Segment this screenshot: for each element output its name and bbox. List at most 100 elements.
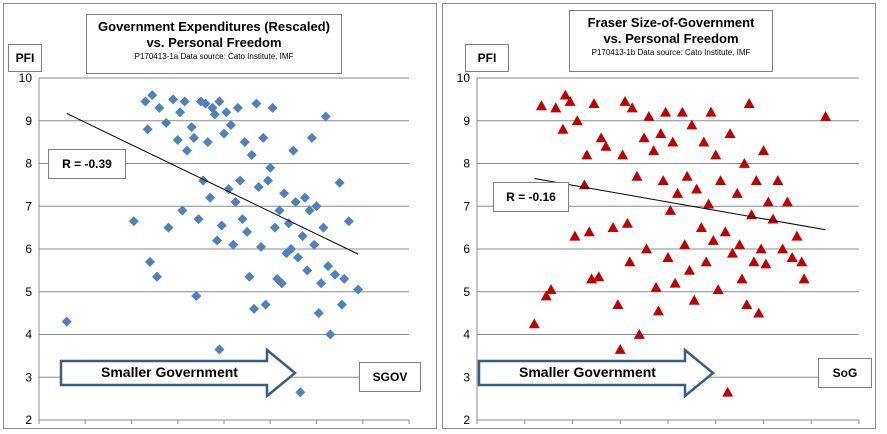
chart-title-box-left: Government Expenditures (Rescaled) vs. P…: [86, 14, 342, 74]
chart-source-note: P170413-1a Data source: Cato Institute, …: [134, 52, 294, 61]
data-point: [299, 192, 310, 203]
data-point: [223, 184, 234, 195]
data-point: [230, 196, 241, 207]
correlation-annotation: R = -0.16: [506, 190, 556, 204]
data-point: [297, 231, 308, 242]
data-point: [700, 256, 712, 267]
data-point: [631, 170, 643, 181]
data-point: [681, 170, 693, 181]
chart-title: Government Expenditures (Rescaled): [98, 19, 330, 34]
data-point: [309, 239, 320, 250]
data-point: [755, 243, 767, 254]
data-point: [660, 106, 672, 117]
data-point: [320, 111, 331, 122]
data-point: [588, 98, 600, 109]
data-point: [724, 128, 736, 138]
data-point: [698, 136, 710, 147]
data-point: [175, 107, 186, 118]
correlation-annotation-box: R = -0.39: [48, 149, 126, 179]
data-point: [662, 252, 674, 262]
y-tick-label: 3: [25, 370, 32, 384]
data-point: [186, 122, 197, 133]
data-point: [256, 241, 266, 252]
data-point: [258, 132, 269, 143]
y-tick-label: 7: [25, 199, 32, 213]
data-point: [151, 271, 162, 282]
data-point: [705, 106, 717, 117]
data-point: [214, 344, 225, 355]
chart-source-note: P170413-1b Data source: Cato Institute, …: [591, 48, 751, 57]
data-point: [820, 110, 832, 121]
x-tick-label: 2: [474, 427, 481, 428]
data-point: [650, 281, 662, 292]
data-point: [219, 128, 229, 139]
chart-subtitle: vs. Personal Freedom: [603, 31, 739, 46]
data-point: [334, 177, 345, 188]
x-tick-label: 5: [174, 427, 181, 428]
data-point: [743, 98, 755, 109]
data-point: [569, 230, 581, 241]
data-point: [216, 220, 227, 231]
data-point: [614, 343, 626, 354]
data-point: [318, 222, 329, 233]
data-point: [722, 386, 734, 397]
data-point: [212, 235, 223, 246]
data-point: [276, 278, 287, 289]
data-point: [753, 307, 765, 318]
data-point: [703, 198, 715, 209]
data-point: [643, 110, 655, 121]
data-point: [664, 205, 676, 215]
correlation-annotation: R = -0.39: [62, 157, 112, 171]
data-point: [695, 222, 707, 233]
data-point: [140, 96, 151, 107]
data-point: [540, 290, 552, 301]
data-point: [672, 187, 684, 198]
data-point: [316, 278, 327, 289]
x-tick-label: 6: [221, 427, 228, 428]
data-point: [619, 96, 631, 106]
data-point: [330, 269, 340, 280]
x-tick-label: 10: [852, 427, 866, 428]
data-point: [325, 329, 336, 340]
data-point: [798, 273, 810, 284]
data-point: [244, 271, 255, 282]
data-point: [147, 90, 158, 101]
data-point: [182, 145, 192, 156]
data-point: [154, 102, 165, 113]
data-point: [237, 214, 248, 225]
data-point: [762, 196, 774, 207]
y-axis-label: PFI: [477, 51, 497, 65]
data-point: [343, 216, 354, 227]
data-point: [657, 175, 669, 185]
data-point: [214, 96, 225, 107]
data-point: [269, 222, 280, 233]
scatter-plot-right: 2 3 4 5 6 7 8 9 10 2 3 4 5 6 7 8 9 10: [457, 71, 866, 428]
trendline: [534, 177, 826, 231]
y-tick-label: 4: [25, 328, 32, 342]
x-tick-label: 4: [128, 427, 135, 428]
data-point: [581, 149, 593, 160]
data-point: [707, 234, 719, 245]
chart-panel-right: 2 3 4 5 6 7 8 9 10 2 3 4 5 6 7 8 9 10 Fraser Size-of-Gove…: [442, 3, 876, 429]
y-axis-label-box: PFI: [465, 44, 509, 72]
x-tick-label: 6: [665, 427, 672, 428]
data-point: [667, 136, 679, 147]
data-point: [205, 192, 216, 203]
x-tick-label: 7: [267, 427, 274, 428]
data-point: [726, 247, 738, 258]
data-point: [758, 145, 769, 156]
data-point: [302, 265, 313, 276]
data-point: [293, 252, 303, 263]
x-axis-label: SoG: [832, 366, 858, 380]
data-point: [583, 226, 595, 237]
data-point: [652, 305, 664, 316]
arrow-shape-icon: [477, 347, 715, 399]
x-tick-label: 3: [82, 427, 89, 428]
data-point: [323, 261, 334, 272]
data-point: [593, 271, 605, 282]
data-point: [731, 187, 743, 198]
data-point: [595, 132, 607, 143]
data-point: [545, 284, 557, 295]
data-point: [777, 243, 789, 254]
data-point: [177, 205, 188, 216]
